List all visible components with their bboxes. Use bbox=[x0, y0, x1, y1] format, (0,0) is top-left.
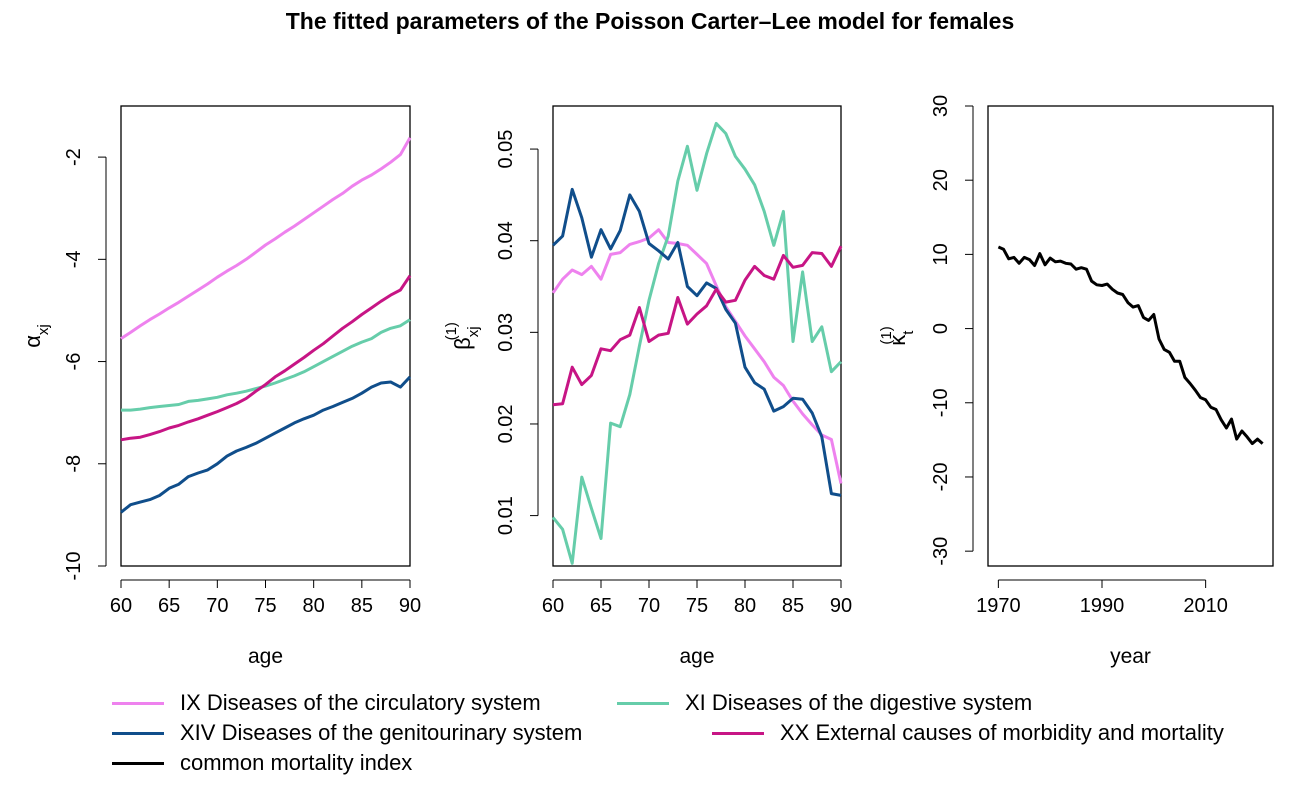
series-line-digestive bbox=[121, 318, 411, 412]
plot-frame bbox=[552, 105, 842, 567]
x-axis-label: age bbox=[679, 645, 714, 668]
x-tick-label: 85 bbox=[782, 595, 804, 617]
x-tick-label: 2010 bbox=[1183, 595, 1228, 617]
y-tick-label: 0 bbox=[930, 323, 952, 334]
y-tick-label: 0.05 bbox=[495, 130, 517, 169]
series-line-circulatory bbox=[551, 228, 843, 484]
series-line-genitourinary bbox=[120, 375, 412, 514]
y-tick-label: 0.03 bbox=[495, 313, 517, 352]
panel-3: 1970 1990 2010 year -30 -20 -10 0 10 20 30 κt(1) bbox=[878, 95, 1274, 668]
x-tick-label: 80 bbox=[734, 595, 756, 617]
y-tick-label: -2 bbox=[63, 148, 85, 166]
legend-label-digestive: XI Diseases of the digestive system bbox=[685, 690, 1033, 715]
legend-item-common: common mortality index bbox=[112, 748, 412, 778]
x-tick-label: 90 bbox=[830, 595, 852, 617]
y-tick-label: 20 bbox=[930, 169, 952, 191]
legend-label-external: XX External causes of morbidity and mort… bbox=[780, 720, 1224, 745]
legend: IX Diseases of the circulatory system XI… bbox=[0, 688, 1300, 788]
y-axis-label: κt(1) bbox=[878, 326, 917, 346]
x-axis-label: age bbox=[248, 645, 283, 668]
series-line-digestive bbox=[551, 121, 843, 565]
y-tick-label: -30 bbox=[930, 537, 952, 566]
panel-1: 60 65 70 75 80 85 90 age -10 -8 -6 -4 -2 αxj bbox=[20, 105, 421, 668]
legend-swatch-circulatory bbox=[112, 701, 164, 705]
legend-item-external: XX External causes of morbidity and mort… bbox=[712, 718, 1224, 748]
x-tick-label: 1990 bbox=[1080, 595, 1125, 617]
y-tick-label: 10 bbox=[930, 243, 952, 265]
series-line-circulatory bbox=[120, 136, 412, 340]
x-tick-label: 60 bbox=[542, 595, 564, 617]
series-line-external bbox=[552, 245, 843, 407]
y-tick-label: 0.01 bbox=[495, 496, 517, 535]
plots-area: 60 65 70 75 80 85 90 age -10 -8 -6 -4 -2 αxj 60 65 70 75 8… bbox=[20, 95, 1274, 668]
legend-item-circulatory: IX Diseases of the circulatory system bbox=[112, 688, 541, 718]
plot-frame bbox=[120, 105, 411, 567]
legend-item-genitourinary: XIV Diseases of the genitourinary system bbox=[112, 718, 582, 748]
series-line-genitourinary bbox=[551, 187, 842, 497]
y-tick-label: -10 bbox=[63, 552, 85, 581]
x-axis-label: year bbox=[1110, 645, 1151, 668]
legend-swatch-external bbox=[712, 731, 764, 735]
y-tick-label: 0.04 bbox=[495, 221, 517, 260]
chart-title: The fitted parameters of the Poisson Car… bbox=[285, 8, 1015, 34]
x-tick-label: 70 bbox=[638, 595, 660, 617]
x-tick-label: 70 bbox=[206, 595, 228, 617]
series-line-external bbox=[120, 274, 412, 442]
y-tick-label: -4 bbox=[63, 250, 85, 268]
plot-frame bbox=[987, 105, 1274, 567]
legend-label-common: common mortality index bbox=[180, 750, 413, 775]
legend-item-digestive: XI Diseases of the digestive system bbox=[617, 688, 1032, 718]
legend-swatch-common bbox=[112, 761, 164, 765]
x-tick-label: 90 bbox=[399, 595, 421, 617]
legend-swatch-genitourinary bbox=[112, 731, 164, 735]
y-tick-label: -10 bbox=[930, 388, 952, 417]
y-axis-label: βxj(1) bbox=[443, 322, 482, 350]
y-tick-label: 0.02 bbox=[495, 404, 517, 443]
y-tick-label: -20 bbox=[930, 463, 952, 492]
y-tick-label: -8 bbox=[63, 455, 85, 473]
x-tick-label: 75 bbox=[686, 595, 708, 617]
legend-label-circulatory: IX Diseases of the circulatory system bbox=[180, 690, 541, 715]
x-tick-label: 85 bbox=[351, 595, 373, 617]
x-tick-label: 75 bbox=[254, 595, 276, 617]
legend-swatch-digestive bbox=[617, 701, 669, 705]
y-axis-label: αxj bbox=[20, 324, 52, 348]
y-tick-label: 30 bbox=[930, 95, 952, 117]
x-tick-label: 1970 bbox=[976, 595, 1021, 617]
panel-2: 60 65 70 75 80 85 90 age 0.01 0.02 0.03 0.04 0.05 βxj… bbox=[443, 105, 852, 668]
x-tick-label: 80 bbox=[303, 595, 325, 617]
x-tick-label: 65 bbox=[158, 595, 180, 617]
legend-label-genitourinary: XIV Diseases of the genitourinary system bbox=[180, 720, 583, 745]
x-tick-label: 65 bbox=[590, 595, 612, 617]
x-tick-label: 60 bbox=[110, 595, 132, 617]
y-tick-label: -6 bbox=[63, 353, 85, 371]
series-line-common bbox=[997, 245, 1264, 446]
